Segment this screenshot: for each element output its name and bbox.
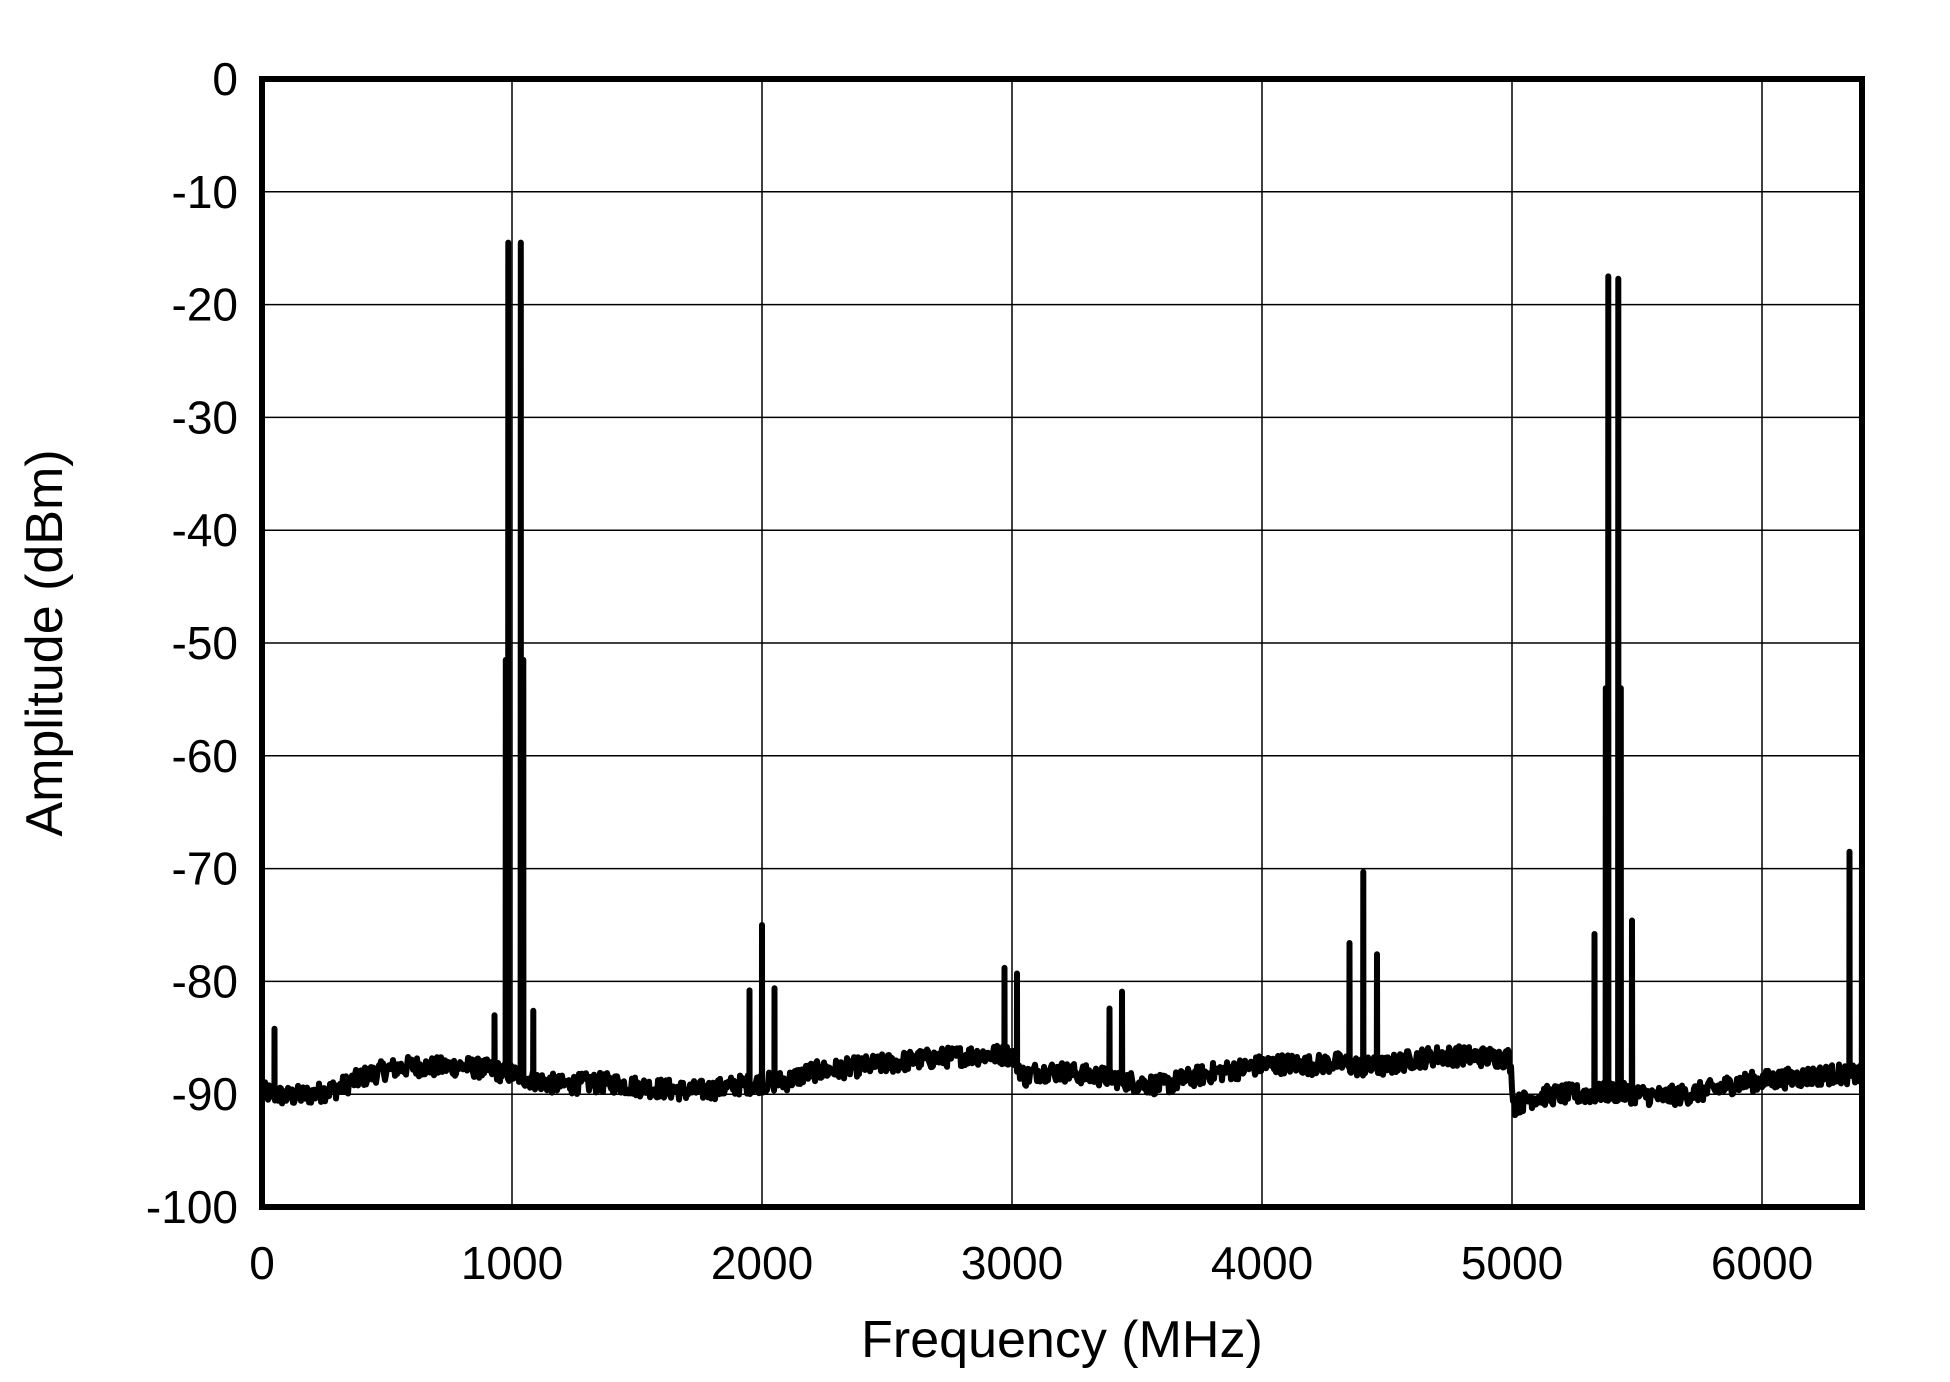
y-tick-label: -30 <box>172 391 238 443</box>
x-tick-label: 5000 <box>1461 1237 1563 1289</box>
y-tick-label: -40 <box>172 504 238 556</box>
y-tick-label: -60 <box>172 730 238 782</box>
x-tick-label: 2000 <box>711 1237 813 1289</box>
y-axis-title: Amplitude (dBm) <box>16 449 74 836</box>
plot-area <box>259 239 1865 1119</box>
y-tick-label: -90 <box>172 1068 238 1120</box>
x-tick-label: 0 <box>249 1237 275 1289</box>
x-tick-label: 3000 <box>961 1237 1063 1289</box>
y-tick-label: -80 <box>172 955 238 1007</box>
y-tick-label: -20 <box>172 279 238 331</box>
x-axis-title: Frequency (MHz) <box>861 1311 1263 1369</box>
y-tick-label: 0 <box>212 53 238 105</box>
x-tick-label: 4000 <box>1211 1237 1313 1289</box>
x-tick-label: 1000 <box>461 1237 563 1289</box>
x-axis-ticks: 0 1000 2000 3000 4000 5000 6000 <box>249 1237 1813 1289</box>
y-tick-label: -50 <box>172 617 238 669</box>
y-tick-label: -70 <box>172 843 238 895</box>
plot-frame <box>259 76 1865 1210</box>
spectrum-trace <box>259 239 1865 1119</box>
y-axis-ticks: 0 -10 -20 -30 -40 -50 -60 -70 -80 -90 -100 <box>146 53 238 1233</box>
y-tick-label: -100 <box>146 1181 238 1233</box>
x-tick-label: 6000 <box>1711 1237 1813 1289</box>
y-tick-label: -10 <box>172 166 238 218</box>
